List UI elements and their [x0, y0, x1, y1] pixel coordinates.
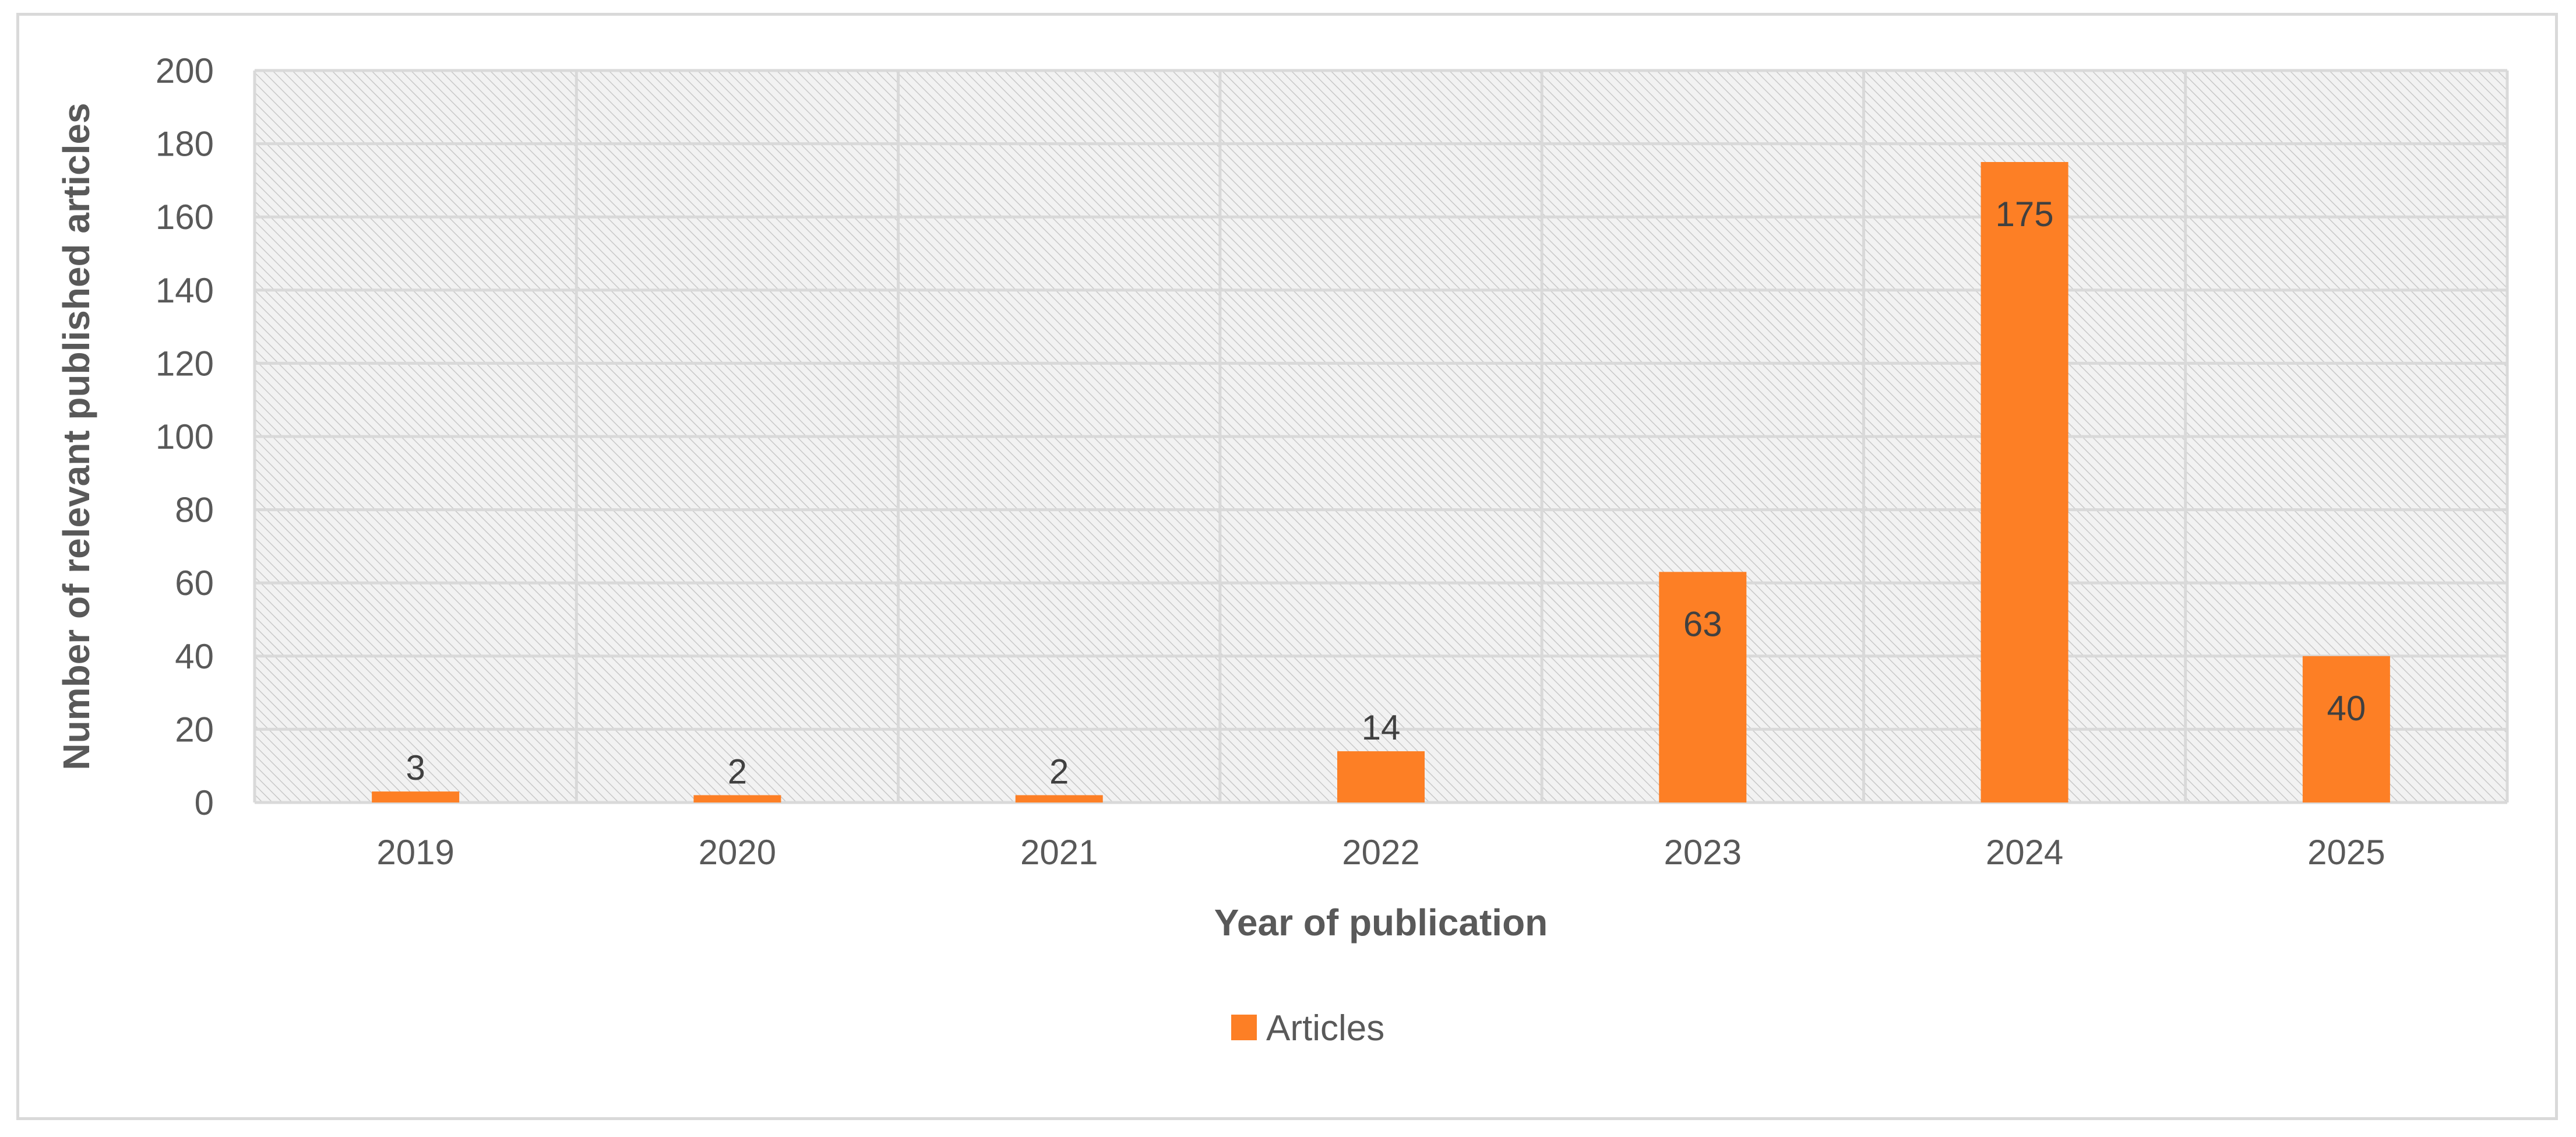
- x-tick-label: 2022: [1342, 833, 1419, 872]
- data-label-2025: 40: [2327, 689, 2366, 728]
- bar-2020: [693, 795, 781, 802]
- y-tick-label: 200: [156, 51, 214, 90]
- bar-2024: [1981, 162, 2068, 802]
- y-axis-ticks: 0 20 40 60 80 100 120 140 160 180 200: [156, 51, 214, 822]
- bar-2025: [2302, 656, 2390, 802]
- y-tick-label: 140: [156, 271, 214, 310]
- legend-label: Articles: [1266, 1008, 1384, 1048]
- x-axis-title: Year of publication: [1214, 902, 1548, 944]
- y-tick-label: 100: [156, 417, 214, 456]
- x-tick-label: 2019: [376, 833, 454, 872]
- data-labels: 3 2 2 14 63 175 40: [406, 195, 2366, 791]
- y-tick-label: 180: [156, 125, 214, 164]
- data-label-2024: 175: [1996, 195, 2054, 234]
- x-tick-label: 2024: [1986, 833, 2063, 872]
- data-label-2019: 3: [406, 748, 425, 787]
- x-tick-label: 2020: [699, 833, 776, 872]
- data-label-2022: 14: [1362, 708, 1401, 747]
- data-label-2023: 63: [1683, 604, 1722, 643]
- bar-2023: [1659, 572, 1747, 802]
- legend: Articles: [1231, 1008, 1384, 1048]
- bar-2021: [1015, 795, 1103, 802]
- y-tick-label: 160: [156, 198, 214, 237]
- chart-frame: 0 20 40 60 80 100 120 140 160 180 200 2019 2020 2021…: [16, 13, 2558, 1120]
- bar-chart: 0 20 40 60 80 100 120 140 160 180 200 2019 2020 2021…: [55, 51, 2509, 1048]
- y-tick-label: 40: [175, 637, 214, 676]
- x-axis-ticks: 2019 2020 2021 2022 2023 2024 2025: [376, 833, 2385, 872]
- x-tick-label: 2025: [2307, 833, 2385, 872]
- legend-swatch: [1231, 1015, 1257, 1040]
- bars: [372, 162, 2390, 802]
- y-tick-label: 80: [175, 491, 214, 530]
- y-tick-label: 60: [175, 564, 214, 603]
- data-label-2020: 2: [728, 752, 747, 791]
- x-tick-label: 2023: [1664, 833, 1742, 872]
- y-axis-title: Number of relevant published articles: [55, 103, 97, 770]
- data-label-2021: 2: [1049, 752, 1069, 791]
- bar-2022: [1337, 751, 1425, 802]
- y-tick-label: 120: [156, 344, 214, 383]
- x-tick-label: 2021: [1020, 833, 1098, 872]
- gridlines: [253, 69, 2509, 804]
- y-tick-label: 0: [195, 783, 214, 822]
- y-tick-label: 20: [175, 710, 214, 749]
- bar-2019: [372, 791, 460, 802]
